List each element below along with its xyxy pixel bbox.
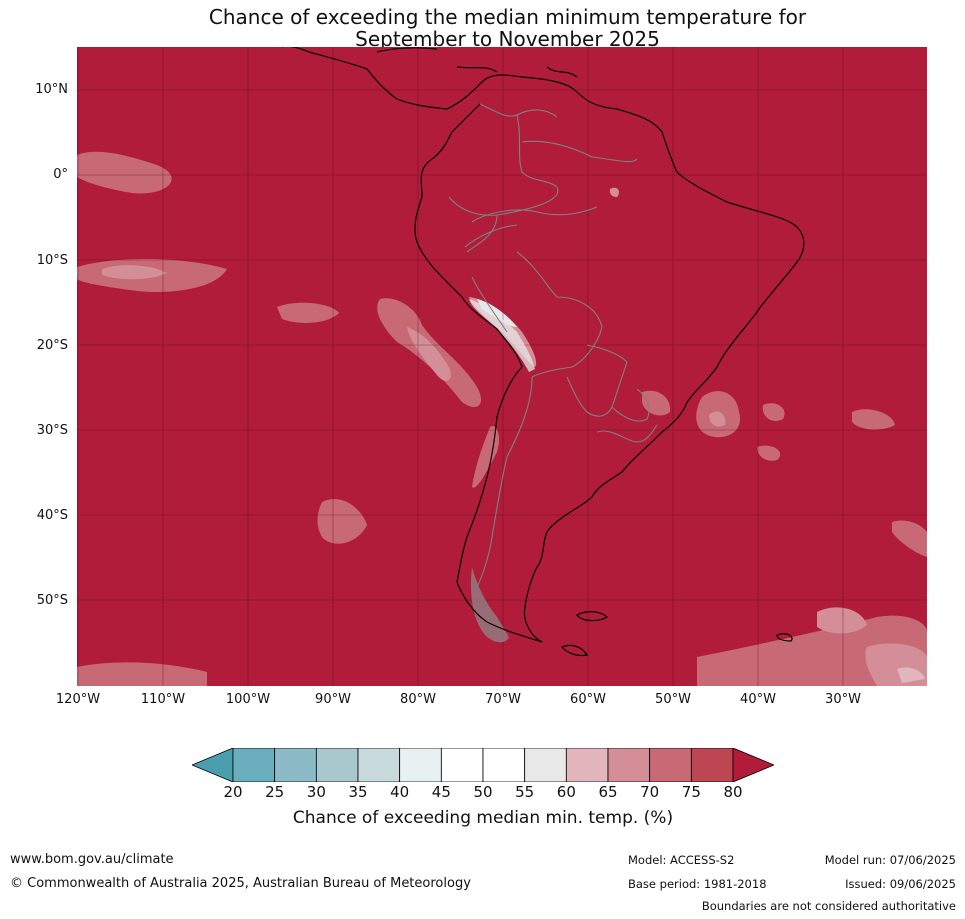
colorbar-segment: [690, 747, 734, 783]
lat-label-10s: 10°S: [36, 253, 68, 268]
lon-label-30w: 30°W: [825, 692, 861, 707]
colorbar-segment: [232, 747, 276, 783]
colorbar-tick-label: 70: [640, 783, 660, 801]
colorbar-tick-label: 80: [723, 783, 743, 801]
colorbar-tick-label: 35: [348, 783, 368, 801]
lon-label-120w: 120°W: [55, 692, 101, 707]
andes-highlight: [469, 299, 535, 372]
footer-disclaimer: Boundaries are not considered authoritat…: [701, 899, 956, 913]
lon-label-80w: 80°W: [400, 692, 436, 707]
colorbar: [190, 747, 776, 783]
lat-label-40s: 40°S: [36, 508, 68, 523]
footer-issued: Issued: 09/06/2025: [845, 877, 956, 891]
lat-label-10n: 10°N: [35, 82, 68, 97]
colorbar-tick-label: 75: [681, 783, 701, 801]
lon-label-70w: 70°W: [485, 692, 521, 707]
map-background: [77, 47, 927, 686]
footer-base-period: Base period: 1981-2018: [628, 877, 767, 891]
colorbar-tick-label: 60: [556, 783, 576, 801]
lat-label-50s: 50°S: [36, 593, 68, 608]
colorbar-segment: [357, 747, 401, 783]
colorbar-segment: [315, 747, 359, 783]
colorbar-segment: [524, 747, 567, 783]
colorbar-label: Chance of exceeding median min. temp. (%…: [292, 808, 674, 828]
colorbar-tick-label: 55: [515, 783, 535, 801]
colorbar-segment: [440, 747, 484, 783]
footer-copyright: © Commonwealth of Australia 2025, Austra…: [10, 876, 471, 891]
lon-label-60w: 60°W: [570, 692, 606, 707]
colorbar-tick-label: 40: [390, 783, 410, 801]
colorbar-segment: [482, 747, 526, 783]
patagonia-shading: [470, 567, 509, 643]
colorbar-extend-low: [190, 747, 234, 783]
colorbar-segment: [607, 747, 651, 783]
lat-label-0: 0°: [53, 167, 68, 182]
colorbar-tick-label: 25: [265, 783, 285, 801]
graticule: [77, 47, 927, 686]
lon-label-110w: 110°W: [140, 692, 186, 707]
footer-model: Model: ACCESS-S2: [628, 853, 735, 867]
colorbar-segment: [565, 747, 609, 783]
colorbar-tick-label: 30: [306, 783, 326, 801]
colorbar-tick-label: 45: [431, 783, 451, 801]
map-svg: [77, 45, 927, 686]
lon-label-90w: 90°W: [315, 692, 351, 707]
colorbar-svg: [190, 747, 776, 783]
footer-model-run: Model run: 07/06/2025: [824, 853, 956, 867]
country-borders: [448, 103, 658, 588]
lat-label-30s: 30°S: [36, 423, 68, 438]
colorbar-tick-label: 20: [223, 783, 243, 801]
colorbar-segment: [649, 747, 692, 783]
title-line-1: Chance of exceeding the median minimum t…: [208, 5, 807, 29]
colorbar-segment: [274, 747, 317, 783]
colorbar-tick-label: 65: [598, 783, 618, 801]
colorbar-extend-high: [732, 747, 776, 783]
footer-website: www.bom.gov.au/climate: [10, 852, 174, 867]
lon-label-100w: 100°W: [225, 692, 271, 707]
colorbar-segment: [399, 747, 442, 783]
title-line-2: September to November 2025: [355, 27, 660, 51]
chart-title: Chance of exceeding the median minimum t…: [0, 6, 965, 50]
forecast-map: [77, 45, 927, 686]
lat-label-20s: 20°S: [36, 338, 68, 353]
lon-label-50w: 50°W: [655, 692, 691, 707]
lon-label-40w: 40°W: [740, 692, 776, 707]
colorbar-tick-label: 50: [473, 783, 493, 801]
coastline: [281, 45, 805, 657]
